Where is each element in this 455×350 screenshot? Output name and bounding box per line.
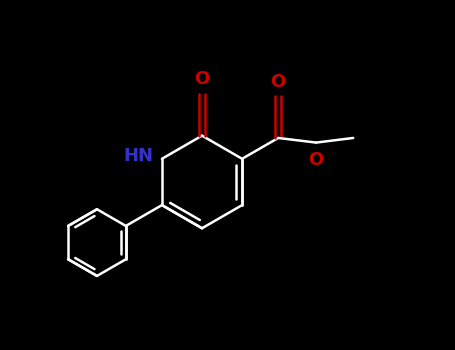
Text: HN: HN [124,147,154,166]
Text: O: O [308,151,324,169]
Text: O: O [194,70,210,89]
Text: O: O [271,73,286,91]
